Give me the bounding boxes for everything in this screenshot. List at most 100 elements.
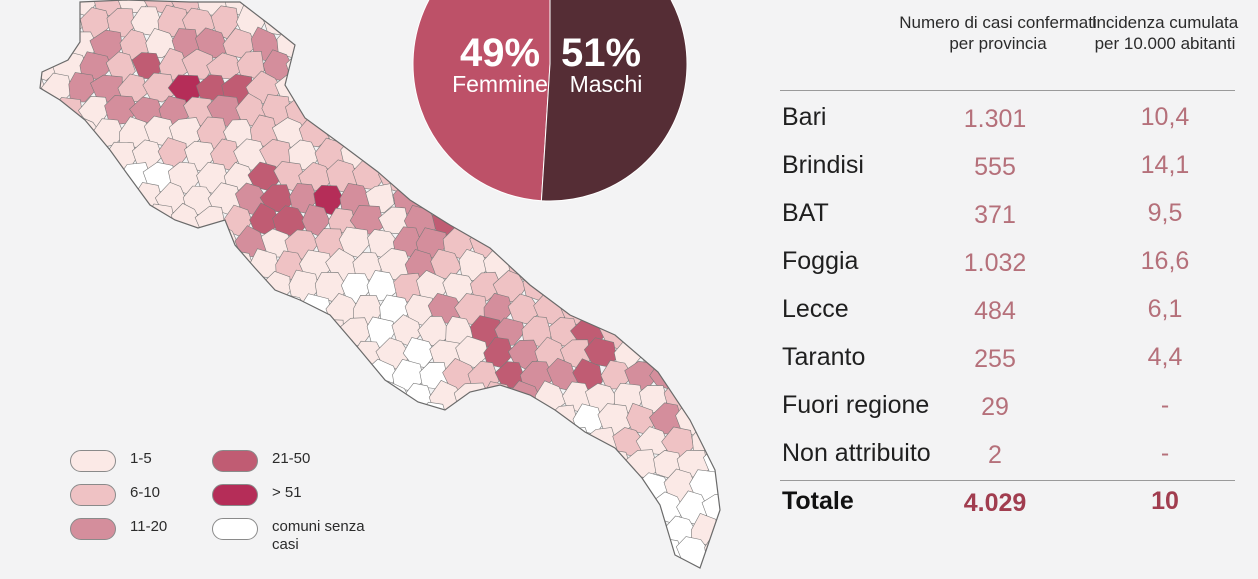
municipality-area xyxy=(380,70,409,105)
municipality-area xyxy=(145,203,176,237)
province-name: Foggia xyxy=(782,247,859,275)
municipality-area xyxy=(626,535,657,567)
municipality-area xyxy=(287,361,321,390)
legend-label: 1-5 xyxy=(130,450,152,467)
municipality-area xyxy=(352,117,383,147)
header-cases: Numero di casi confermati per provincia xyxy=(899,13,1097,53)
municipality-area xyxy=(326,338,357,370)
municipality-area xyxy=(301,26,330,59)
municipality-area xyxy=(232,361,267,391)
total-divider xyxy=(780,480,1235,481)
municipality-area xyxy=(442,405,478,435)
table-row: Lecce 484 6,1 xyxy=(780,295,1240,335)
province-name: Brindisi xyxy=(782,151,864,179)
province-name: Non attribuito xyxy=(782,439,931,467)
municipality-area xyxy=(40,379,48,415)
municipality-area xyxy=(64,206,97,238)
municipality-area xyxy=(76,315,112,350)
municipality-area xyxy=(299,339,334,371)
municipality-area xyxy=(560,206,590,238)
cases-value: 1.301 xyxy=(963,105,1027,133)
municipality-area xyxy=(41,0,71,15)
province-name: Bari xyxy=(782,103,827,131)
municipality-area xyxy=(288,403,321,437)
municipality-area xyxy=(416,492,450,526)
municipality-area xyxy=(222,250,255,281)
municipality-area xyxy=(298,382,331,415)
municipality-area xyxy=(91,160,123,193)
municipality-area xyxy=(470,405,504,435)
municipality-area xyxy=(168,384,202,416)
region-outline xyxy=(39,0,721,569)
municipality-area xyxy=(105,230,138,260)
municipality-area xyxy=(442,538,475,568)
municipality-area xyxy=(701,493,720,522)
municipality-area xyxy=(40,272,61,303)
municipality-area xyxy=(586,294,619,326)
municipality-area xyxy=(406,427,435,459)
municipality-area xyxy=(40,423,74,455)
municipality-area xyxy=(40,0,45,15)
municipality-area xyxy=(233,272,265,304)
legend-item-51-plus: > 51 xyxy=(212,484,372,506)
municipality-area xyxy=(210,359,242,391)
cases-value: 255 xyxy=(974,345,1016,373)
municipality-area xyxy=(613,207,647,235)
municipality-area xyxy=(639,203,670,235)
municipality-area xyxy=(573,446,605,481)
legend-label: comuni senza casi xyxy=(272,518,365,553)
province-name: BAT xyxy=(782,199,829,227)
municipality-area xyxy=(545,272,579,305)
municipality-area xyxy=(521,535,555,568)
municipality-area xyxy=(40,538,60,568)
municipality-area xyxy=(572,535,606,568)
municipality-area xyxy=(572,226,607,259)
municipality-area xyxy=(366,401,397,436)
municipality-area xyxy=(638,251,673,281)
province-table: Numero di casi confermati per provincia … xyxy=(780,0,1240,574)
municipality-area xyxy=(493,493,527,524)
municipality-area xyxy=(183,359,213,392)
municipality-area xyxy=(393,402,426,437)
municipality-area xyxy=(352,384,385,415)
municipality-area xyxy=(665,251,698,283)
municipality-area xyxy=(614,514,645,548)
province-name: Lecce xyxy=(782,295,849,323)
municipality-area xyxy=(677,359,708,392)
municipality-area xyxy=(156,272,190,303)
municipality-area xyxy=(106,359,139,394)
municipality-area xyxy=(691,380,720,415)
municipality-area xyxy=(54,140,86,171)
municipality-area xyxy=(219,338,253,370)
municipality-area xyxy=(184,314,218,348)
municipality-area xyxy=(40,226,57,259)
legend-item-no-cases: comuni senza casi xyxy=(212,518,372,554)
municipality-area xyxy=(508,207,540,238)
municipality-area xyxy=(494,405,526,434)
municipality-area xyxy=(132,228,163,260)
municipality-area xyxy=(249,292,281,325)
legend-swatch xyxy=(212,484,258,506)
municipality-area xyxy=(364,7,398,36)
municipality-area xyxy=(40,184,61,214)
municipality-area xyxy=(690,203,720,236)
municipality-area xyxy=(523,492,553,525)
municipality-area xyxy=(481,516,514,550)
municipality-area xyxy=(40,140,59,173)
municipality-area xyxy=(428,425,460,459)
municipality-area xyxy=(106,402,140,439)
municipality-area xyxy=(704,138,720,171)
municipality-area xyxy=(41,114,73,149)
cases-value: 555 xyxy=(974,153,1016,181)
municipality-area xyxy=(649,313,685,348)
municipality-area xyxy=(545,494,581,525)
cases-value: 29 xyxy=(981,393,1009,421)
municipality-area xyxy=(599,271,634,305)
municipality-area xyxy=(273,339,308,371)
municipality-area xyxy=(40,204,72,236)
municipality-area xyxy=(587,516,619,544)
cases-value: 484 xyxy=(974,297,1016,325)
municipality-area xyxy=(157,360,190,390)
municipality-area xyxy=(156,226,189,258)
municipality-area xyxy=(236,316,267,349)
